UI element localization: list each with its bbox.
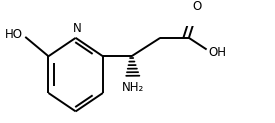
Text: O: O [192, 0, 202, 13]
Text: N: N [73, 22, 81, 35]
Text: NH₂: NH₂ [122, 81, 144, 94]
Text: HO: HO [4, 28, 23, 41]
Text: OH: OH [208, 46, 226, 59]
